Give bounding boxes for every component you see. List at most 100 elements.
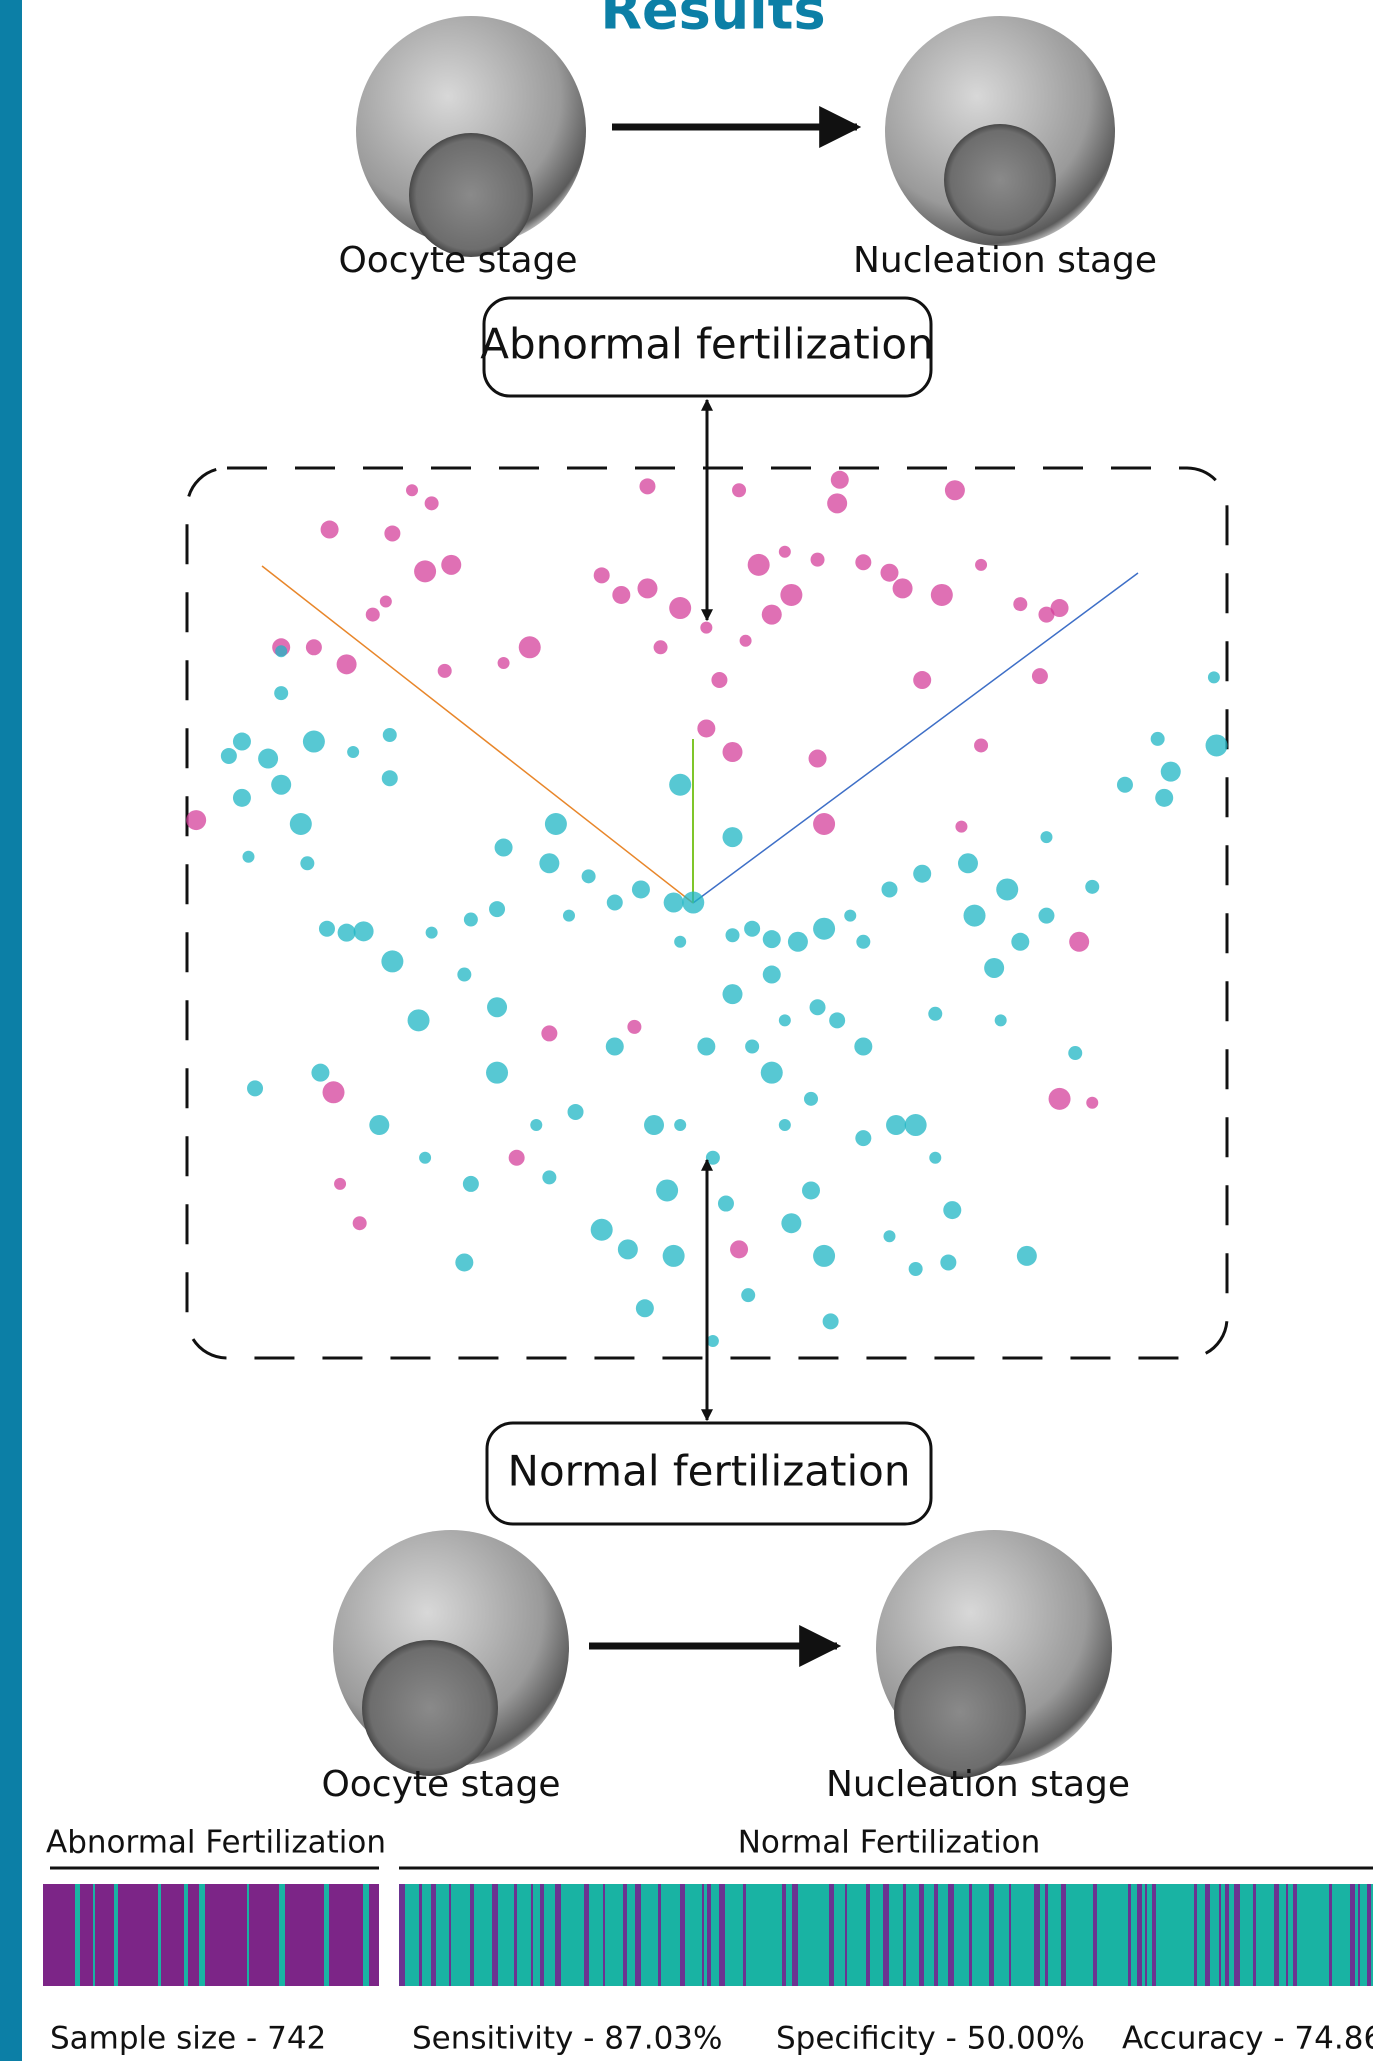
page: Results Oocyte stage Nucleation stage Ab… [0, 0, 1373, 2061]
data-point [258, 749, 278, 769]
barcode-stripe [1286, 1884, 1288, 1986]
data-point [1151, 732, 1165, 746]
barcode-stripe [883, 1884, 889, 1986]
data-point [779, 1119, 791, 1131]
barcode-stripe [829, 1884, 834, 1986]
barcode-stripe [1045, 1884, 1048, 1986]
data-point [1085, 880, 1099, 894]
data-point [498, 657, 510, 669]
barcode-stripe [743, 1884, 746, 1986]
barcode-stripe [1219, 1884, 1221, 1986]
data-point [854, 1038, 872, 1056]
data-point [607, 895, 623, 911]
data-point [408, 1009, 430, 1031]
data-point [463, 1176, 479, 1192]
data-point [880, 564, 898, 582]
data-point [354, 921, 374, 941]
data-point [582, 869, 596, 883]
data-point [438, 664, 452, 678]
data-point [1038, 908, 1054, 924]
barcode-stripe [93, 1884, 95, 1986]
data-point [489, 901, 505, 917]
data-point [334, 1178, 346, 1190]
data-point [321, 521, 339, 539]
data-point [697, 1038, 715, 1056]
barcode-stripe [1061, 1884, 1066, 1986]
data-point [761, 1062, 783, 1084]
data-point [856, 935, 870, 949]
data-point [763, 930, 781, 948]
data-point [366, 608, 380, 622]
data-point [996, 878, 1018, 900]
data-point [495, 839, 513, 857]
data-point [697, 719, 715, 737]
barcode-stripe [1205, 1884, 1210, 1986]
data-point [563, 910, 575, 922]
data-point [306, 639, 322, 655]
data-point [1032, 668, 1048, 684]
barcode-stripe [969, 1884, 972, 1986]
barcode-stripe [514, 1884, 517, 1986]
data-point [788, 932, 808, 952]
data-point [644, 1115, 664, 1135]
data-point [632, 880, 650, 898]
data-point [271, 775, 291, 795]
data-point [781, 1213, 801, 1233]
data-point [909, 1262, 923, 1276]
data-point [723, 827, 743, 847]
stage-label: Nucleation stage [853, 240, 1157, 281]
data-point [303, 731, 325, 753]
stage-label: Oocyte stage [338, 240, 577, 281]
barcode-stripe [419, 1884, 422, 1986]
data-point [612, 586, 630, 604]
data-point [730, 1240, 748, 1258]
data-point [745, 1040, 759, 1054]
barcode-stripe [279, 1884, 285, 1986]
data-point [931, 584, 953, 606]
data-point [718, 1196, 734, 1212]
barcode-stripe [1137, 1884, 1142, 1986]
data-point [1013, 597, 1027, 611]
barcode-stripe [1293, 1884, 1297, 1986]
data-point [1208, 671, 1220, 683]
barcode-stripe [680, 1884, 685, 1986]
data-point [353, 1216, 367, 1230]
data-point [545, 813, 567, 835]
barcode-stripe [903, 1884, 906, 1986]
data-point [1068, 1046, 1082, 1060]
data-point [221, 748, 237, 764]
data-point [940, 1254, 956, 1270]
barcode-stripe [1034, 1884, 1040, 1986]
data-point [809, 750, 827, 768]
data-point [929, 1152, 941, 1164]
barcode-stripe [431, 1884, 436, 1986]
data-point [1155, 789, 1173, 807]
data-point [382, 770, 398, 786]
data-point [1049, 1088, 1071, 1110]
data-point [311, 1064, 329, 1082]
data-point [723, 742, 743, 762]
data-point [881, 881, 897, 897]
data-point [740, 635, 752, 647]
data-point [886, 1115, 906, 1135]
data-point [974, 738, 988, 752]
data-point [381, 950, 403, 972]
barcode-stripe [1234, 1884, 1240, 1986]
data-point [741, 1288, 755, 1302]
data-point [274, 686, 288, 700]
barcode-stripe [399, 1884, 405, 1986]
barcode-stripe [1367, 1884, 1371, 1986]
data-point [186, 810, 206, 830]
embryo-image [885, 16, 1115, 246]
barcode-stripe [919, 1884, 924, 1986]
barcode-stripe [531, 1884, 533, 1986]
data-point [984, 958, 1004, 978]
data-point [1011, 933, 1029, 951]
barcode-stripe [75, 1884, 80, 1986]
data-point [813, 813, 835, 835]
embryo-image [333, 1530, 569, 1776]
barcode-stripe [1093, 1884, 1097, 1986]
barcode-stripe [199, 1884, 205, 1986]
data-point [542, 1170, 556, 1184]
data-point [883, 1230, 895, 1242]
